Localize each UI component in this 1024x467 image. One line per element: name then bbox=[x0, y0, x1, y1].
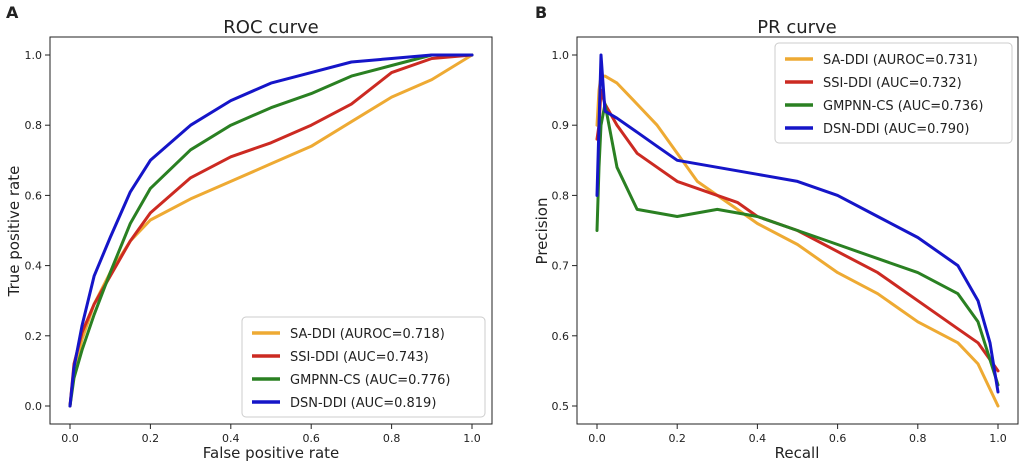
pr-y-tick-label: 1.0 bbox=[552, 49, 570, 62]
roc-x-axis-label: False positive rate bbox=[203, 444, 340, 462]
pr-y-tick-label: 0.8 bbox=[552, 189, 570, 202]
pr-legend-label-ssi-ddi: SSI-DDI (AUC=0.732) bbox=[823, 76, 962, 91]
pr-curves bbox=[595, 53, 1000, 408]
pr-plot-area bbox=[576, 36, 1019, 425]
panel-b-letter: B bbox=[535, 3, 547, 22]
pr-legend: SA-DDI (AUROC=0.731) SSI-DDI (AUC=0.732) G… bbox=[774, 42, 1013, 144]
roc-plot-area bbox=[49, 36, 493, 425]
pr-panel: B PR curve Recall Precision 0.0 0.2 0.4 0.6… bbox=[533, 3, 1019, 462]
roc-x-tick-label: 0.0 bbox=[61, 432, 79, 445]
roc-legend-label-gmpnn-cs: GMPNN-CS (AUC=0.776) bbox=[290, 373, 450, 388]
roc-y-tick-label: 0.6 bbox=[25, 189, 43, 202]
pr-y-axis-label: Precision bbox=[533, 198, 551, 265]
roc-legend-label-sa-ddi: SA-DDI (AUROC=0.718) bbox=[290, 327, 445, 342]
roc-legend-label-ssi-ddi: SSI-DDI (AUC=0.743) bbox=[290, 350, 429, 365]
roc-legend-box bbox=[241, 316, 486, 418]
pr-y-tick-label: 0.5 bbox=[552, 400, 570, 413]
roc-y-tick-label: 1.0 bbox=[25, 49, 43, 62]
pr-curve-dsn-ddi bbox=[595, 53, 1000, 394]
pr-x-tick-label: 1.0 bbox=[989, 432, 1007, 445]
pr-y-tick-label: 0.9 bbox=[552, 119, 570, 132]
roc-curve-dsn-ddi bbox=[68, 53, 474, 408]
roc-x-tick-label: 0.8 bbox=[383, 432, 401, 445]
pr-legend-label-sa-ddi: SA-DDI (AUROC=0.731) bbox=[823, 53, 978, 68]
roc-x-tick-label: 0.2 bbox=[142, 432, 160, 445]
roc-y-tick-label: 0.2 bbox=[25, 330, 43, 343]
roc-curve-gmpnn-cs bbox=[68, 53, 474, 408]
pr-y-tick-label: 0.6 bbox=[552, 330, 570, 343]
pr-legend-label-dsn-ddi: DSN-DDI (AUC=0.790) bbox=[823, 122, 969, 137]
roc-panel: A ROC curve False positive rate True pos… bbox=[5, 3, 493, 462]
panel-a-letter: A bbox=[6, 3, 19, 22]
roc-chart-title: ROC curve bbox=[223, 17, 318, 38]
pr-y-tick-label: 0.7 bbox=[552, 260, 570, 273]
pr-x-axis-label: Recall bbox=[775, 444, 820, 462]
pr-ticks: 0.0 0.2 0.4 0.6 0.8 1.0 0.5 0.6 0.7 0.8 0.9 1.0 bbox=[552, 49, 1007, 445]
roc-y-axis-label: True positive rate bbox=[5, 166, 23, 298]
pr-x-tick-label: 0.0 bbox=[588, 432, 606, 445]
roc-curves bbox=[68, 53, 474, 408]
roc-legend-label-dsn-ddi: DSN-DDI (AUC=0.819) bbox=[290, 396, 436, 411]
pr-x-tick-label: 0.6 bbox=[829, 432, 847, 445]
pr-x-tick-label: 0.2 bbox=[668, 432, 686, 445]
roc-y-tick-label: 0.0 bbox=[25, 400, 43, 413]
roc-ticks: 0.0 0.2 0.4 0.6 0.8 1.0 0.0 0.2 0.4 0.6 0.8 1.0 bbox=[25, 49, 481, 445]
roc-curve-ssi-ddi bbox=[68, 53, 474, 408]
pr-x-tick-label: 0.4 bbox=[749, 432, 767, 445]
roc-y-tick-label: 0.4 bbox=[25, 260, 43, 273]
pr-x-tick-label: 0.8 bbox=[909, 432, 927, 445]
roc-curve-sa-ddi bbox=[68, 53, 474, 408]
pr-chart-title: PR curve bbox=[757, 17, 837, 38]
roc-x-tick-label: 1.0 bbox=[463, 432, 481, 445]
roc-y-tick-label: 0.8 bbox=[25, 119, 43, 132]
pr-legend-label-gmpnn-cs: GMPNN-CS (AUC=0.736) bbox=[823, 99, 983, 114]
roc-x-tick-label: 0.6 bbox=[302, 432, 320, 445]
roc-x-tick-label: 0.4 bbox=[222, 432, 240, 445]
pr-legend-box bbox=[774, 42, 1013, 144]
roc-legend: SA-DDI (AUROC=0.718) SSI-DDI (AUC=0.743) G… bbox=[241, 316, 486, 418]
